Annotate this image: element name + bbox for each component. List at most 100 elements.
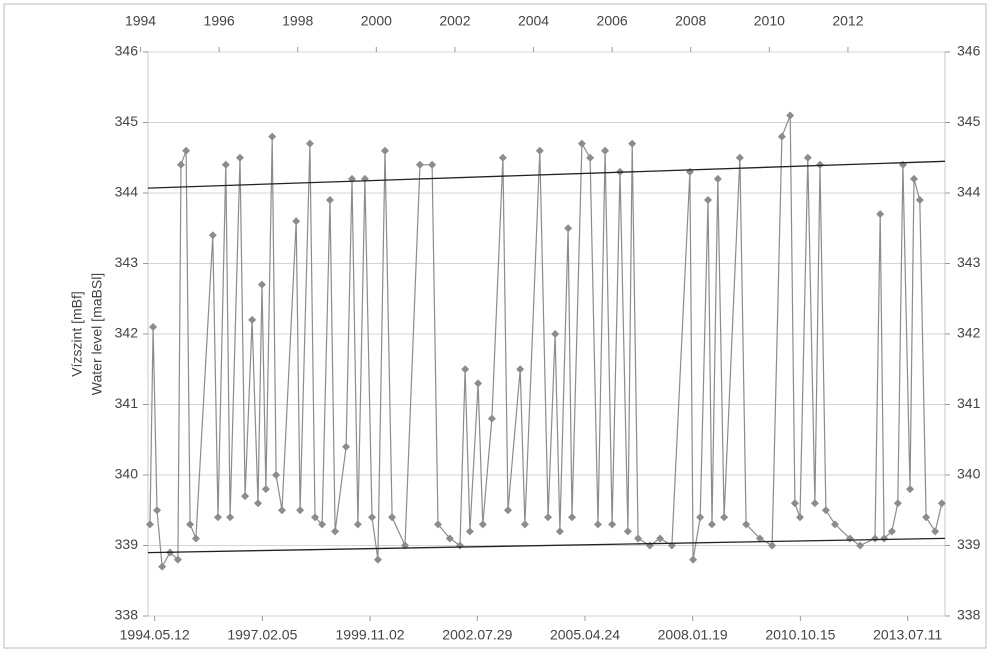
- data-point: [685, 167, 694, 176]
- data-point: [713, 174, 722, 183]
- data-point: [325, 196, 334, 205]
- x-tick-label: 1999.11.02: [336, 627, 405, 643]
- data-point: [257, 280, 266, 289]
- y-axis-title: Water level [maBSl]: [89, 273, 105, 395]
- data-point: [292, 217, 301, 226]
- data-point: [461, 365, 470, 374]
- data-point: [191, 534, 200, 543]
- x2-tick-label: 2004: [518, 13, 549, 29]
- data-point: [487, 414, 496, 423]
- data-point: [544, 513, 553, 522]
- x-tick-label: 2008.01.19: [658, 627, 728, 643]
- data-point: [555, 527, 564, 536]
- data-point: [305, 139, 314, 148]
- data-point: [331, 527, 340, 536]
- data-point: [856, 541, 865, 550]
- data-point: [906, 485, 915, 494]
- data-point: [608, 520, 617, 529]
- y-tick-label: 346: [115, 43, 139, 59]
- data-point: [145, 520, 154, 529]
- data-point: [278, 506, 287, 515]
- data-point: [880, 534, 889, 543]
- data-point: [656, 534, 665, 543]
- data-point: [353, 520, 362, 529]
- data-point: [816, 160, 825, 169]
- data-point: [221, 160, 230, 169]
- data-point: [158, 562, 167, 571]
- x-tick-label: 2005.04.24: [550, 627, 620, 643]
- series-line: [147, 537, 946, 554]
- data-point: [428, 160, 437, 169]
- data-point: [478, 520, 487, 529]
- data-point: [915, 196, 924, 205]
- data-point: [821, 506, 830, 515]
- x2-tick-label: 2010: [754, 13, 785, 29]
- data-point: [186, 520, 195, 529]
- data-point: [465, 527, 474, 536]
- data-point: [931, 527, 940, 536]
- x2-tick-label: 1994: [125, 13, 156, 29]
- data-point: [601, 146, 610, 155]
- y-tick-label: 338: [115, 607, 139, 623]
- data-point: [226, 513, 235, 522]
- data-point: [720, 513, 729, 522]
- y-tick-label: 344: [115, 184, 139, 200]
- data-point: [768, 541, 777, 550]
- y2-tick-label: 338: [957, 607, 981, 623]
- y2-tick-label: 343: [957, 254, 981, 270]
- data-point: [173, 555, 182, 564]
- data-point: [503, 506, 512, 515]
- data-point: [909, 174, 918, 183]
- data-point: [272, 471, 281, 479]
- data-point: [689, 555, 698, 564]
- data-point: [645, 541, 654, 550]
- data-point: [177, 160, 186, 169]
- y2-tick-label: 346: [957, 43, 981, 59]
- data-point: [434, 520, 443, 529]
- series-line: [149, 115, 943, 569]
- x2-tick-label: 2012: [832, 13, 863, 29]
- data-point: [830, 520, 839, 529]
- data-point: [586, 153, 595, 162]
- data-point: [790, 499, 799, 508]
- data-point: [445, 534, 454, 543]
- data-point: [415, 160, 424, 169]
- data-point: [742, 520, 751, 529]
- x2-tick-label: 2002: [439, 13, 470, 29]
- data-point: [696, 513, 705, 522]
- data-point: [213, 513, 222, 522]
- data-point: [241, 492, 250, 501]
- y-tick-label: 341: [115, 395, 139, 411]
- x2-tick-label: 2008: [675, 13, 706, 29]
- data-point: [777, 132, 786, 141]
- x-tick-label: 2013.07.11: [873, 627, 942, 643]
- data-point: [634, 534, 643, 543]
- y-tick-label: 342: [115, 325, 139, 341]
- data-point: [623, 527, 632, 536]
- data-point: [704, 196, 713, 205]
- data-point: [876, 210, 885, 219]
- data-point: [318, 520, 327, 529]
- data-point: [342, 442, 351, 451]
- y2-tick-label: 342: [957, 325, 981, 341]
- data-point: [248, 315, 257, 324]
- chart-frame: [3, 3, 987, 649]
- y2-tick-label: 344: [957, 184, 981, 200]
- y2-tick-label: 341: [957, 395, 981, 411]
- data-point: [810, 499, 819, 508]
- x2-tick-label: 2000: [361, 13, 392, 29]
- y2-tick-label: 339: [957, 536, 981, 552]
- data-point: [871, 534, 880, 543]
- data-point: [261, 485, 270, 494]
- x2-tick-label: 2006: [597, 13, 628, 29]
- data-point: [149, 322, 158, 331]
- data-point: [254, 499, 263, 508]
- data-point: [516, 365, 525, 374]
- data-point: [296, 506, 305, 515]
- data-point: [564, 224, 573, 233]
- y-tick-label: 345: [115, 113, 139, 129]
- data-point: [368, 513, 377, 522]
- data-point: [755, 534, 764, 543]
- data-point: [311, 513, 320, 522]
